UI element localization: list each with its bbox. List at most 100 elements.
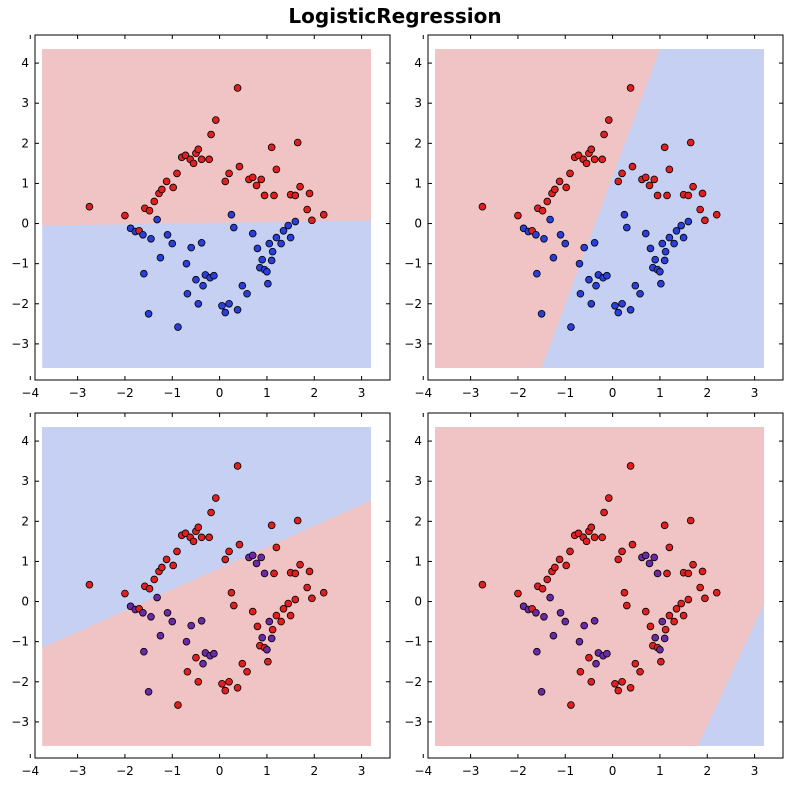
data-point (618, 299, 626, 308)
x-tick-label: −2 (116, 386, 134, 400)
data-point (585, 653, 593, 662)
data-point (150, 575, 159, 584)
x-tick-label: 1 (656, 386, 664, 400)
data-point (478, 202, 487, 211)
data-point (587, 145, 596, 154)
data-point (197, 533, 206, 542)
data-point (566, 547, 574, 556)
data-point (194, 145, 203, 154)
data-point (221, 308, 230, 317)
data-point (651, 255, 659, 264)
data-point (672, 226, 681, 235)
data-point (533, 269, 541, 278)
y-tick-label: 0 (21, 595, 29, 609)
data-point (555, 555, 564, 564)
data-point (156, 631, 165, 640)
x-tick-label: −3 (69, 764, 87, 778)
data-point (555, 177, 564, 186)
data-point (263, 267, 271, 276)
data-point (562, 561, 571, 570)
data-point (646, 244, 655, 253)
data-point (205, 533, 213, 542)
data-point (628, 540, 637, 549)
y-tick-label: −2 (11, 297, 29, 311)
data-point (580, 621, 588, 630)
axes-frame (34, 412, 391, 759)
data-point (645, 181, 654, 190)
data-point (533, 647, 541, 656)
data-point (636, 289, 644, 298)
x-tick-label: −3 (69, 386, 87, 400)
data-point (587, 677, 596, 686)
data-point (265, 617, 274, 626)
x-tick-label: −1 (163, 386, 181, 400)
x-tick-label: 0 (609, 764, 617, 778)
y-tick-label: −2 (11, 675, 29, 689)
data-point (641, 229, 650, 238)
data-point (272, 543, 281, 552)
data-point (600, 508, 608, 517)
data-point (605, 494, 613, 502)
y-tick-label: 4 (414, 434, 422, 448)
data-point (574, 151, 583, 160)
data-point (121, 589, 129, 598)
data-point (546, 593, 554, 602)
data-point (538, 584, 547, 593)
data-point (689, 560, 697, 569)
x-tick-label: 3 (358, 764, 366, 778)
data-point (605, 116, 613, 124)
data-point (574, 529, 583, 538)
data-point (260, 191, 269, 200)
data-point (660, 634, 669, 643)
data-point (189, 159, 198, 168)
data-point (174, 701, 182, 709)
data-point (153, 215, 161, 224)
data-point (611, 301, 619, 310)
data-point (257, 553, 266, 562)
data-point (267, 634, 276, 643)
data-point (258, 633, 267, 642)
data-point (230, 223, 238, 232)
data-point (205, 155, 213, 164)
y-tick-label: 2 (21, 136, 29, 150)
data-point (227, 210, 236, 219)
data-point (194, 299, 203, 308)
data-point (258, 255, 267, 264)
data-point (265, 239, 274, 248)
data-point (183, 289, 192, 298)
data-point (514, 589, 522, 598)
data-point (626, 683, 635, 692)
data-point (628, 162, 637, 171)
data-point (279, 604, 288, 613)
data-point (263, 645, 271, 654)
data-point (551, 185, 559, 194)
data-point (567, 323, 575, 331)
data-point (268, 625, 277, 634)
y-tick-label: −3 (11, 715, 29, 729)
data-point (614, 177, 623, 186)
data-point (182, 259, 191, 268)
x-tick-label: 0 (216, 764, 224, 778)
data-point (698, 189, 707, 198)
data-point (252, 181, 261, 190)
data-point (268, 247, 277, 256)
data-point (696, 205, 704, 214)
data-point (248, 607, 257, 616)
data-point (194, 523, 203, 532)
data-point (631, 281, 640, 290)
data-point (567, 701, 575, 709)
data-point (163, 230, 172, 239)
x-tick-label: 3 (751, 386, 759, 400)
data-point (670, 239, 678, 248)
data-point (663, 569, 671, 578)
data-point (181, 151, 190, 160)
data-point (144, 688, 153, 696)
x-tick-label: 2 (310, 386, 318, 400)
figure-title: LogisticRegression (288, 4, 502, 28)
y-tick-label: 1 (21, 554, 29, 568)
y-tick-label: −1 (11, 635, 29, 649)
data-point (252, 559, 261, 568)
data-point (656, 645, 664, 654)
